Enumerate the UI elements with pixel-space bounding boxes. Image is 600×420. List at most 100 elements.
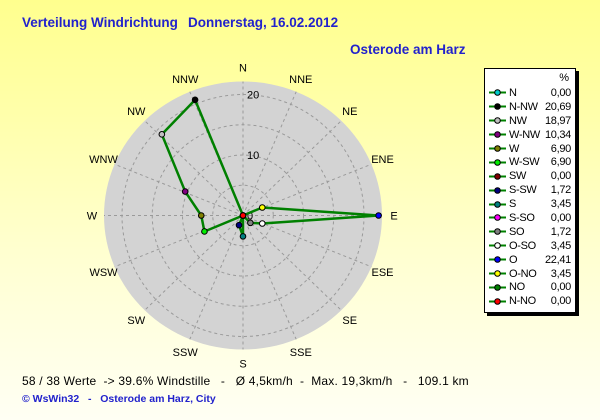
legend-marker-icon xyxy=(489,186,506,194)
legend-series-name: N-NO xyxy=(509,295,536,308)
compass-label-SE: SE xyxy=(342,315,357,327)
grid-spoke xyxy=(189,215,244,340)
data-point-W-SW xyxy=(201,228,208,235)
grid-ring xyxy=(151,124,335,307)
chart-date: Donnerstag, 16.02.2012 xyxy=(188,15,339,30)
legend-series-value: 6,90 xyxy=(550,142,572,155)
grid-spoke xyxy=(242,215,372,268)
grid-spoke xyxy=(242,215,342,311)
legend-series-value: 22,41 xyxy=(544,253,571,266)
legend-box: % N 0,00 N-NW 20,69 NW 18,97 W-NW 10,34 W 6,90 W-S… xyxy=(484,68,576,314)
legend-series-name: SW xyxy=(509,170,527,183)
legend-item-W: W 6,90 xyxy=(489,142,571,156)
legend-series-value: 18,97 xyxy=(544,114,571,127)
legend-item-S: S 3,45 xyxy=(489,197,571,211)
data-point-O xyxy=(375,212,382,219)
compass-label-NE: NE xyxy=(342,106,357,118)
compass-label-N: N xyxy=(239,63,247,75)
legend-series-name: N xyxy=(509,86,517,99)
legend-marker-icon xyxy=(489,284,506,291)
legend-item-NW: NW 18,97 xyxy=(489,114,571,128)
legend-item-N: N 0,00 xyxy=(489,86,571,100)
compass-label-NNW: NNW xyxy=(172,74,199,86)
legend-marker-icon xyxy=(489,256,506,263)
legend-item-SW: SW 0,00 xyxy=(489,169,571,183)
legend-series-name: NW xyxy=(509,114,527,127)
legend-series-name: W-SW xyxy=(509,156,540,169)
chart-title: Verteilung Windrichtung xyxy=(22,15,178,30)
compass-label-W: W xyxy=(87,211,98,223)
legend-series-value: 6,90 xyxy=(550,156,572,169)
legend-series-value: 0,00 xyxy=(550,281,572,294)
legend-series-value: 0,00 xyxy=(550,211,572,224)
legend-series-value: 20,69 xyxy=(544,100,571,113)
compass-label-ENE: ENE xyxy=(371,154,394,166)
legend-series-name: S-SW xyxy=(509,184,537,197)
legend-marker-icon xyxy=(489,270,506,277)
legend-rows: N 0,00 N-NW 20,69 NW 18,97 W-NW 10,34 W 6,90 W-SW 6… xyxy=(489,86,571,308)
legend-marker-icon xyxy=(489,159,506,166)
compass-label-E: E xyxy=(390,211,397,223)
legend-marker-icon xyxy=(489,131,506,138)
data-point-O-NO xyxy=(258,204,266,211)
compass-label-SSE: SSE xyxy=(290,347,312,359)
legend-series-value: 3,45 xyxy=(550,267,572,280)
grid-spoke xyxy=(242,215,297,340)
legend-series-value: 1,72 xyxy=(550,184,572,197)
copyright-footer: © WsWin32 - Osterode am Harz, City xyxy=(22,393,216,405)
compass-label-SW: SW xyxy=(127,315,145,327)
legend-series-name: S xyxy=(509,198,517,211)
legend-series-value: 0,00 xyxy=(550,295,572,308)
legend-item-W-SW: W-SW 6,90 xyxy=(489,155,571,169)
data-point-NW xyxy=(158,131,166,138)
data-point-S-SW xyxy=(235,221,243,229)
legend-series-name: W xyxy=(509,142,520,155)
grid-spoke xyxy=(242,120,342,216)
compass-label-NNE: NNE xyxy=(289,74,312,86)
grid-spoke xyxy=(114,215,244,268)
axis-tick-label: 20 xyxy=(247,90,259,102)
legend-marker-icon xyxy=(489,200,506,208)
legend-marker-icon xyxy=(489,214,506,222)
data-point-W-NW xyxy=(181,188,189,195)
legend-marker-icon xyxy=(489,103,506,111)
legend-unit-header: % xyxy=(559,72,569,84)
legend-item-SO: SO 1,72 xyxy=(489,225,571,239)
legend-series-name: O-NO xyxy=(509,267,537,280)
legend-series-name: SO xyxy=(509,225,525,238)
grid-spoke xyxy=(242,163,372,216)
data-point-N-NW xyxy=(191,96,199,104)
data-point-O-SO xyxy=(258,220,266,227)
legend-marker-icon xyxy=(489,89,506,97)
legend-series-value: 0,00 xyxy=(550,86,572,99)
grid-spoke xyxy=(242,91,297,216)
legend-item-N-NO: N-NO 0,00 xyxy=(489,294,571,308)
legend-item-N-NW: N-NW 20,69 xyxy=(489,100,571,114)
legend-series-name: O xyxy=(509,253,518,266)
legend-item-O-SO: O-SO 3,45 xyxy=(489,239,571,253)
legend-series-value: 0,00 xyxy=(550,170,572,183)
legend-series-name: N-NW xyxy=(509,100,538,113)
legend-series-value: 3,45 xyxy=(550,198,572,211)
legend-item-O: O 22,41 xyxy=(489,253,571,267)
data-point-SO xyxy=(247,219,254,227)
legend-series-name: NO xyxy=(509,281,525,294)
axis-tick-label: 0 xyxy=(247,211,253,223)
grid-spoke xyxy=(144,215,244,311)
legend-item-NO: NO 0,00 xyxy=(489,280,571,294)
legend-item-S-SO: S-SO 0,00 xyxy=(489,211,571,225)
compass-label-S: S xyxy=(239,359,246,371)
legend-series-name: S-SO xyxy=(509,211,535,224)
grid-spoke xyxy=(114,163,244,216)
compass-label-SSW: SSW xyxy=(173,347,199,359)
compass-label-WNW: WNW xyxy=(89,154,118,166)
grid-ring xyxy=(182,154,304,277)
status-bar: 58 / 38 Werte -> 39.6% Windstille - Ø 4,… xyxy=(22,374,469,388)
legend-series-value: 10,34 xyxy=(544,128,571,141)
legend-marker-icon xyxy=(489,145,506,152)
legend-series-value: 1,72 xyxy=(550,225,572,238)
legend-item-W-NW: W-NW 10,34 xyxy=(489,128,571,142)
compass-label-WSW: WSW xyxy=(89,267,118,279)
